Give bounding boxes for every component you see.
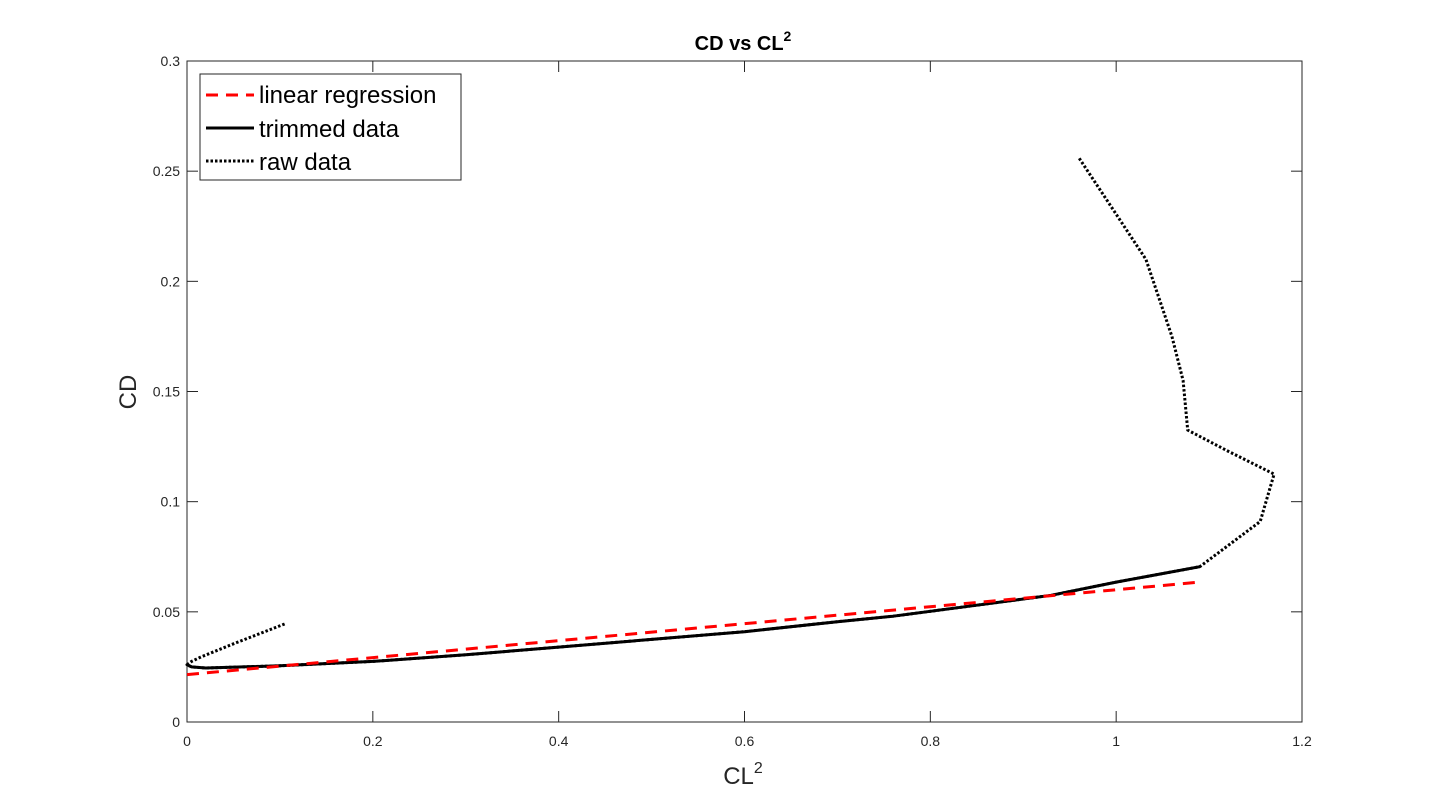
y-tick-label: 0 (172, 714, 180, 730)
x-tick-label: 0.6 (735, 733, 755, 749)
y-tick-label: 0.05 (153, 604, 180, 620)
chart-title: CD vs CL2 (695, 28, 792, 55)
legend-label-linear-regression: linear regression (259, 82, 436, 109)
x-tick-label: 0.2 (363, 733, 383, 749)
x-tick-label: 0 (183, 733, 191, 749)
y-tick-label: 0.2 (161, 273, 181, 289)
series-layer (185, 157, 1276, 677)
x-tick-label: 1 (1112, 733, 1120, 749)
x-tick-label: 1.2 (1292, 733, 1312, 749)
y-tick-label: 0.15 (153, 384, 180, 400)
x-axis-label: CL2 (723, 760, 763, 790)
y-tick-label: 0.3 (161, 53, 181, 69)
y-tick-label: 0.1 (161, 494, 181, 510)
x-axis-ticks: 0 0.2 0.4 0.6 0.8 1 1.2 (183, 61, 1312, 749)
legend: linear regression trimmed data raw data (199, 73, 462, 181)
x-tick-label: 0.8 (921, 733, 941, 749)
series-linear-regression (186, 580, 1200, 677)
y-axis-ticks: 0 0.05 0.1 0.15 0.2 0.25 0.3 (153, 53, 1302, 730)
x-tick-label: 0.4 (549, 733, 569, 749)
legend-label-trimmed-data: trimmed data (259, 116, 400, 143)
legend-label-raw-data: raw data (259, 149, 352, 176)
y-axis-label: CD (115, 375, 142, 410)
y-tick-label: 0.25 (153, 163, 180, 179)
